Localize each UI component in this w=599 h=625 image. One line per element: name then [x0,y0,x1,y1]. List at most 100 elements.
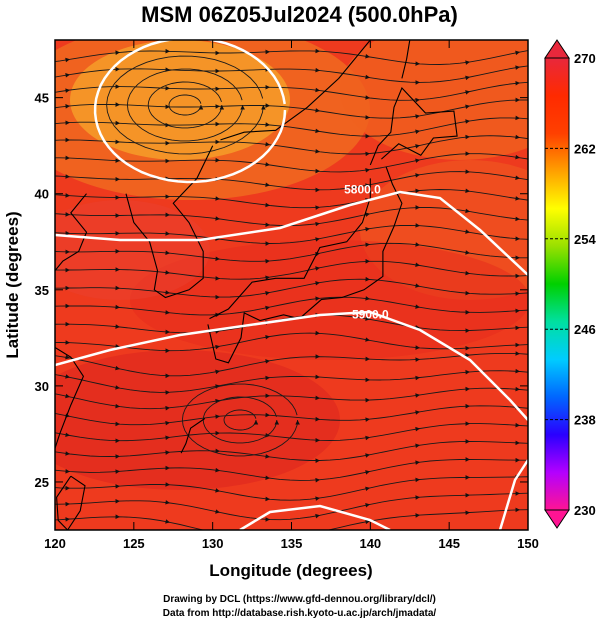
wind-arrow [315,48,320,54]
wind-arrow [115,469,120,474]
wind-arrow [515,368,520,374]
wind-arrow [215,488,220,493]
x-tick-label: 145 [438,536,460,551]
x-tick-label: 140 [359,536,381,551]
wind-arrow [315,354,320,359]
wind-arrow [265,359,270,364]
wind-arrow [65,174,70,179]
wind-arrow [515,351,520,356]
streamline [126,68,244,142]
wind-arrow [265,291,270,296]
wind-arrow [365,259,370,264]
wind-arrow [65,340,70,345]
wind-arrow [165,194,170,199]
streamline [55,441,528,461]
streamline [106,55,264,155]
wind-arrow [365,183,370,188]
colorbar-tick-label: 230 [574,503,596,518]
wind-arrow [261,105,266,110]
wind-arrow [315,205,320,210]
wind-arrow [65,374,70,379]
wind-arrow [465,403,470,409]
streamline [181,383,299,457]
wind-arrow [115,231,120,236]
wind-arrow [265,475,270,481]
wind-arrow [265,275,270,281]
colorbar-tick-label: 270 [574,51,596,66]
wind-arrow [365,212,370,217]
wind-arrow [215,256,220,261]
coastline [209,178,371,320]
colorbar-tick-label: 238 [574,413,596,428]
wind-arrow [215,414,220,419]
wind-arrow [465,119,470,124]
wind-arrow [115,324,120,329]
x-tick-label: 120 [44,536,66,551]
wind-arrow [215,104,220,109]
wind-arrow [165,348,170,353]
streamline [55,509,528,530]
wind-arrow [165,482,170,487]
wind-arrow [215,86,220,92]
wind-arrow [265,141,270,147]
wind-arrow [515,440,520,446]
wind-arrow [315,266,320,271]
colorbar-body [544,57,570,511]
wind-arrow [165,290,170,295]
temperature-field [55,40,528,530]
x-tick-label: 130 [202,536,224,551]
wind-arrow [165,270,170,275]
wind-arrow [415,460,420,465]
wind-arrow [165,140,170,146]
wind-arrow [465,328,470,333]
wind-arrow [365,519,370,525]
x-axis-label: Longitude (degrees) [209,561,372,580]
streamline [55,189,528,209]
streamline [202,396,278,444]
wind-arrow [415,188,420,194]
wind-arrow [165,465,170,471]
wind-arrow [465,510,470,516]
wind-arrow [215,68,220,74]
wind-arrow [265,241,270,246]
wind-arrow [115,385,120,390]
wind-arrow [65,451,70,456]
wind-arrow [165,231,170,236]
streamline [55,81,528,101]
wind-arrow [265,222,270,227]
wind-arrow [215,216,220,221]
wind-arrow [515,308,520,314]
wind-arrow [365,133,370,139]
height-contour [239,504,391,530]
wind-arrow [65,485,70,491]
wind-arrow [215,369,220,375]
streamline [55,50,528,65]
wind-arrow [365,486,370,492]
wind-arrow [65,501,70,507]
wind-arrow [165,212,170,218]
wind-arrow [365,242,370,247]
wind-arrow [515,50,520,56]
wind-arrow [365,151,370,157]
wind-arrow [115,195,120,200]
wind-arrow [215,448,220,454]
wind-arrow [265,49,270,55]
wind-arrow [65,469,70,474]
wind-arrow [165,500,170,505]
wind-arrow [265,454,270,459]
wind-arrow [315,87,320,93]
wind-arrow [415,144,420,149]
wind-arrow [515,507,520,513]
wind-arrow [415,283,420,288]
wind-arrow [265,412,270,418]
wind-arrow [315,149,320,154]
wind-arrow [65,249,70,255]
wind-arrow [65,231,70,236]
streamline [168,94,202,116]
wind-arrow [219,105,225,110]
x-tick-label: 125 [123,536,145,551]
wind-arrow [65,303,70,309]
wind-arrow [115,484,120,489]
wind-arrow [415,173,420,178]
